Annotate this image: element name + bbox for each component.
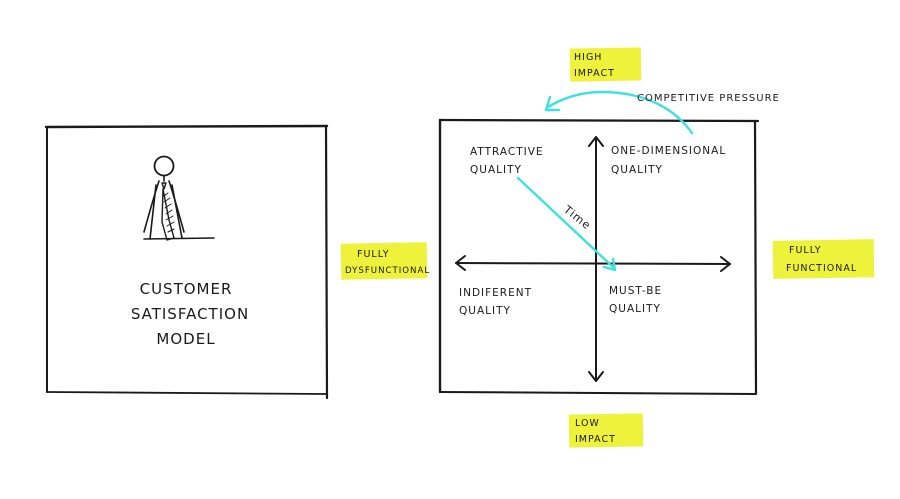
model-card bbox=[44, 124, 329, 400]
frame-bottom-edge bbox=[439, 391, 757, 395]
person-with-tie-icon bbox=[143, 155, 215, 241]
time-arrow bbox=[516, 176, 617, 272]
svg-text:IMPACT: IMPACT bbox=[575, 434, 616, 445]
attractive-quality-line-1: ATTRACTIVE bbox=[470, 146, 544, 158]
svg-text:DYSFUNCTIONAL: DYSFUNCTIONAL bbox=[345, 266, 430, 276]
kano-frame bbox=[438, 118, 760, 395]
svg-text:FUNCTIONAL: FUNCTIONAL bbox=[786, 263, 857, 274]
frame-top-edge bbox=[438, 118, 760, 123]
card-title-line-1: CUSTOMER bbox=[140, 280, 233, 298]
one-dimensional-quality-line-1: ONE-DIMENSIONAL bbox=[611, 145, 726, 157]
svg-text:HIGH: HIGH bbox=[574, 52, 602, 63]
vertical-axis bbox=[588, 136, 604, 382]
low-impact-label: LOW IMPACT bbox=[568, 413, 644, 448]
indifferent-quality-line-2: QUALITY bbox=[459, 305, 511, 317]
competitive-pressure-label: COMPETITIVE PRESSURE bbox=[637, 93, 780, 104]
frame-right-edge bbox=[753, 119, 758, 395]
card-top-edge bbox=[44, 124, 329, 129]
attractive-quality-line-2: QUALITY bbox=[470, 164, 522, 176]
fully-dysfunctional-label: FULLY DYSFUNCTIONAL bbox=[340, 242, 430, 280]
must-be-quality-line-1: MUST-BE bbox=[609, 285, 662, 297]
card-title-line-2: SATISFACTION bbox=[131, 305, 249, 323]
card-title-line-3: MODEL bbox=[156, 330, 215, 348]
one-dimensional-quality-line-2: QUALITY bbox=[611, 164, 663, 176]
svg-text:FULLY: FULLY bbox=[357, 249, 390, 260]
svg-text:LOW: LOW bbox=[575, 418, 600, 429]
competitive-pressure-arrow bbox=[544, 90, 694, 135]
card-right-edge bbox=[324, 124, 329, 400]
high-impact-label: HIGH IMPACT bbox=[569, 47, 642, 82]
svg-text:IMPACT: IMPACT bbox=[574, 68, 615, 79]
indifferent-quality-line-1: INDIFERENT bbox=[459, 287, 532, 299]
svg-text:FULLY: FULLY bbox=[789, 245, 822, 256]
horizontal-axis bbox=[455, 255, 731, 272]
must-be-quality-line-2: QUALITY bbox=[609, 303, 661, 315]
fully-functional-label: FULLY FUNCTIONAL bbox=[772, 239, 875, 279]
time-label: Time bbox=[560, 203, 593, 233]
card-bottom-edge bbox=[46, 391, 328, 395]
